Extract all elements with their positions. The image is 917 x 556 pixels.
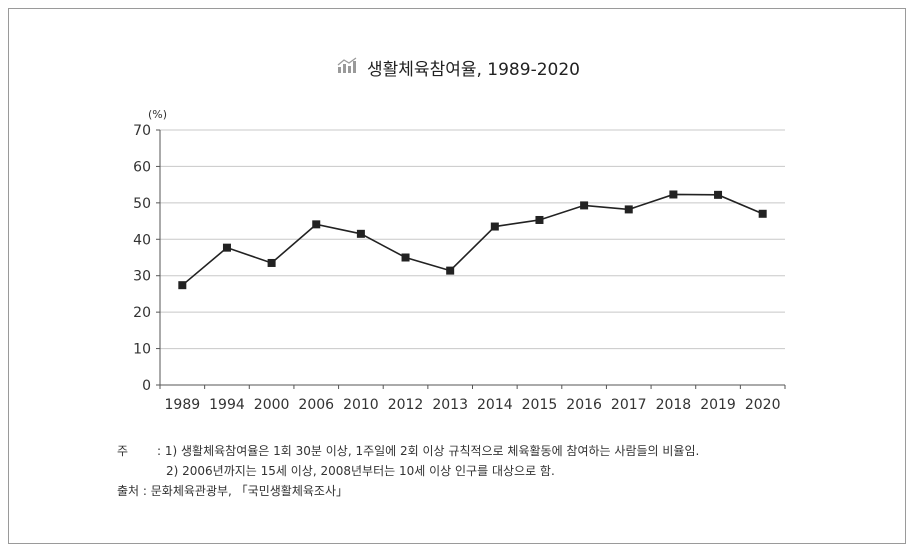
x-tick-label: 2012: [388, 397, 424, 413]
x-tick-label: 2014: [477, 397, 513, 413]
chart-frame: [8, 8, 906, 544]
source-note: 출처 : 문화체육관광부, 「국민생활체육조사」: [117, 481, 699, 501]
data-point: [714, 190, 723, 199]
y-tick-label: 70: [133, 123, 151, 139]
x-tick-label: 2018: [656, 397, 692, 413]
chart-title-row: 생활체육참여율, 1989-2020: [0, 55, 917, 80]
data-point: [490, 222, 499, 231]
chart-title: 생활체육참여율, 1989-2020: [367, 60, 580, 80]
y-tick-label: 20: [133, 305, 151, 321]
chart-notes: 주 : 1) 생활체육참여율은 1회 30분 이상, 1주일에 2회 이상 규칙적…: [117, 441, 699, 501]
data-point: [401, 253, 410, 262]
x-tick-label: 2019: [700, 397, 736, 413]
x-tick-label: 1989: [165, 397, 201, 413]
note-1: 주 : 1) 생활체육참여율은 1회 30분 이상, 1주일에 2회 이상 규칙적…: [117, 441, 699, 461]
data-point: [624, 205, 633, 214]
source-text: 출처 : 문화체육관광부, 「국민생활체육조사」: [117, 484, 348, 498]
data-point: [758, 209, 767, 218]
y-tick-label: 30: [133, 269, 151, 285]
x-tick-label: 2017: [611, 397, 647, 413]
x-tick-label: 2010: [343, 397, 379, 413]
y-axis-unit-label: (%): [148, 108, 167, 121]
x-tick-label: 2006: [298, 397, 334, 413]
x-tick-label: 1994: [209, 397, 245, 413]
note-label: 주: [117, 444, 129, 458]
data-point: [446, 266, 455, 275]
note-2: 2) 2006년까지는 15세 이상, 2008년부터는 10세 이상 인구를 …: [117, 461, 699, 481]
y-tick-label: 0: [142, 378, 151, 394]
data-point: [535, 215, 544, 224]
x-tick-label: 2013: [432, 397, 468, 413]
data-point: [356, 229, 365, 238]
data-point: [178, 281, 187, 290]
data-point: [580, 201, 589, 210]
x-tick-label: 2016: [566, 397, 602, 413]
data-point: [222, 243, 231, 252]
x-tick-label: 2015: [522, 397, 558, 413]
data-point: [267, 258, 276, 267]
note-2-text: 2) 2006년까지는 15세 이상, 2008년부터는 10세 이상 인구를 …: [166, 464, 555, 478]
series-line: [181, 193, 763, 286]
data-point: [312, 220, 321, 229]
x-tick-label: 2020: [745, 397, 781, 413]
y-tick-label: 50: [133, 196, 151, 212]
y-tick-label: 10: [133, 342, 151, 358]
y-tick-label: 40: [133, 232, 151, 248]
data-point: [669, 190, 678, 199]
y-tick-label: 60: [133, 159, 151, 175]
note-1-text: : 1) 생활체육참여율은 1회 30분 이상, 1주일에 2회 이상 규칙적으…: [157, 444, 700, 458]
bar-chart-icon: [337, 57, 359, 78]
x-tick-label: 2000: [254, 397, 290, 413]
